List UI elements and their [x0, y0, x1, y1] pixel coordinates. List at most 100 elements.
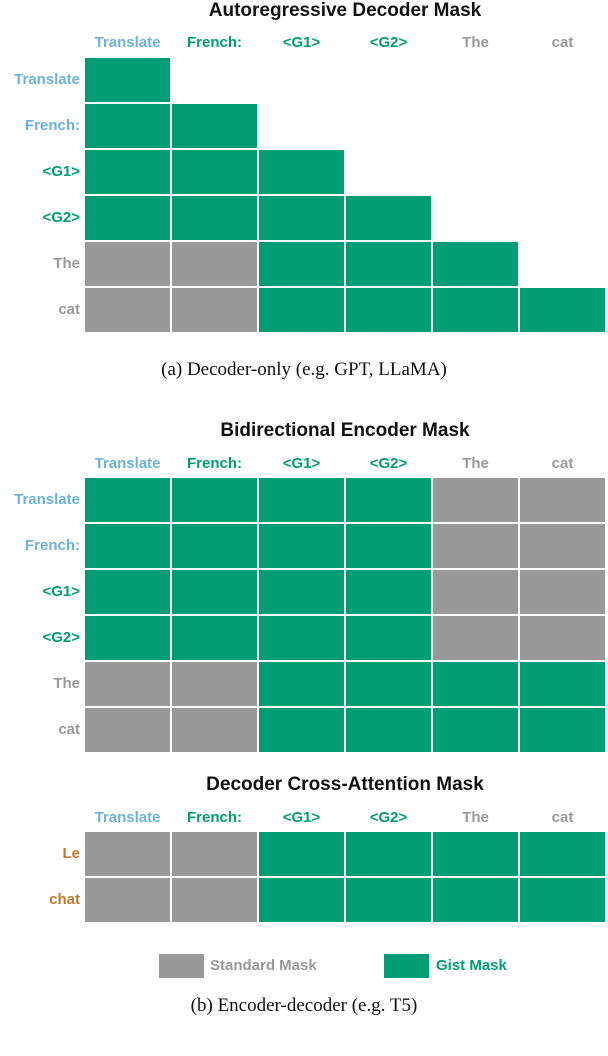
panel2-standard-cell [432, 615, 519, 661]
panel2-standard-cell [519, 569, 606, 615]
panel3-standard-cell [171, 877, 258, 923]
legend-standard-swatch [159, 954, 204, 978]
panel3-standard-cell [84, 831, 171, 877]
panel2-gist-cell [258, 477, 345, 523]
panel1-gist-cell [432, 241, 519, 287]
panel2-gist-cell [84, 569, 171, 615]
panel3-column-label: The [462, 809, 489, 826]
panel1-row-label: The [53, 255, 80, 272]
panel1-gist-cell [84, 195, 171, 241]
panel2-gist-cell [171, 477, 258, 523]
legend-gist-swatch [384, 954, 429, 978]
panel2-row-label: <G2> [42, 629, 80, 646]
panel1-standard-cell [84, 287, 171, 333]
panel2-standard-cell [171, 707, 258, 753]
panel1-row-label: Translate [14, 71, 80, 88]
panel1-empty-cell [345, 57, 432, 103]
legend-standard-label: Standard Mask [210, 957, 317, 974]
panel1-row-label: <G2> [42, 209, 80, 226]
panel2-row-label: Translate [14, 491, 80, 508]
panel1-empty-cell [345, 149, 432, 195]
panel1-column-label: <G2> [369, 34, 408, 51]
caption-b: (b) Encoder-decoder (e.g. T5) [190, 995, 418, 1016]
panel1-column-label: cat [551, 34, 574, 51]
panel1-empty-cell [519, 57, 606, 103]
panel1-standard-cell [171, 241, 258, 287]
panel2-gist-cell [519, 707, 606, 753]
panel2-gist-cell [345, 615, 432, 661]
panel1-gist-cell [84, 149, 171, 195]
panel3-column-label: Translate [94, 809, 161, 826]
panel2-row-label: The [53, 675, 80, 692]
panel2-standard-cell [432, 569, 519, 615]
panel1-gist-cell [171, 103, 258, 149]
panel3-gist-cell [519, 877, 606, 923]
panel3-title: Decoder Cross-Attention Mask [206, 774, 484, 795]
panel3-standard-cell [171, 831, 258, 877]
panel1-empty-cell [345, 103, 432, 149]
panel2-title: Bidirectional Encoder Mask [220, 420, 470, 441]
panel1-empty-cell [432, 149, 519, 195]
panel1-title: Autoregressive Decoder Mask [208, 0, 482, 21]
panel1-mask-grid [84, 57, 606, 333]
panel3-gist-cell [258, 877, 345, 923]
panel3-column-label: cat [551, 809, 574, 826]
panel2-gist-cell [258, 569, 345, 615]
panel2-column-label: <G1> [282, 455, 321, 472]
panel2-row-label: cat [58, 721, 80, 738]
panel3-gist-cell [432, 877, 519, 923]
panel3-gist-cell [345, 831, 432, 877]
panel1-gist-cell [258, 149, 345, 195]
panel1-empty-cell [519, 241, 606, 287]
panel1-empty-cell [519, 103, 606, 149]
panel1-gist-cell [258, 195, 345, 241]
panel1-column-label: Translate [94, 34, 161, 51]
panel3-gist-cell [432, 831, 519, 877]
legend-gist-label: Gist Mask [436, 957, 507, 974]
panel1-gist-cell [345, 195, 432, 241]
panel1-empty-cell [519, 195, 606, 241]
panel1-standard-cell [84, 241, 171, 287]
panel1-gist-cell [519, 287, 606, 333]
panel2-column-label: Translate [94, 455, 161, 472]
panel2-mask-grid [84, 477, 606, 753]
panel2-column-label: <G2> [369, 455, 408, 472]
panel2-gist-cell [171, 523, 258, 569]
panel2-standard-cell [171, 661, 258, 707]
panel2-gist-cell [432, 707, 519, 753]
panel3-standard-cell [84, 877, 171, 923]
panel2-gist-cell [84, 615, 171, 661]
panel1-gist-cell [84, 103, 171, 149]
panel1-column-label: <G1> [282, 34, 321, 51]
panel2-gist-cell [345, 661, 432, 707]
panel2-gist-cell [171, 615, 258, 661]
panel2-column-label: The [462, 455, 489, 472]
panel1-gist-cell [345, 241, 432, 287]
panel1-empty-cell [258, 103, 345, 149]
panel2-gist-cell [171, 569, 258, 615]
panel2-gist-cell [345, 707, 432, 753]
panel2-standard-cell [519, 523, 606, 569]
panel2-gist-cell [519, 661, 606, 707]
panel2-column-label: French: [186, 455, 242, 472]
panel3-mask-grid [84, 831, 606, 923]
panel1-row-label: <G1> [42, 163, 80, 180]
panel1-gist-cell [258, 241, 345, 287]
panel1-empty-cell [432, 57, 519, 103]
panel1-row-label: French: [24, 117, 80, 134]
panel3-row-label: chat [49, 891, 80, 908]
panel2-gist-cell [84, 523, 171, 569]
panel2-gist-cell [84, 477, 171, 523]
panel2-gist-cell [432, 661, 519, 707]
panel1-gist-cell [432, 287, 519, 333]
panel2-gist-cell [345, 569, 432, 615]
panel3-gist-cell [345, 877, 432, 923]
panel1-empty-cell [432, 103, 519, 149]
panel1-gist-cell [171, 149, 258, 195]
panel3-row-label: Le [62, 845, 80, 862]
panel1-empty-cell [432, 195, 519, 241]
panel3-gist-cell [258, 831, 345, 877]
panel1-column-label: French: [186, 34, 242, 51]
panel1-row-label: cat [58, 301, 80, 318]
caption-a: (a) Decoder-only (e.g. GPT, LLaMA) [161, 359, 447, 380]
